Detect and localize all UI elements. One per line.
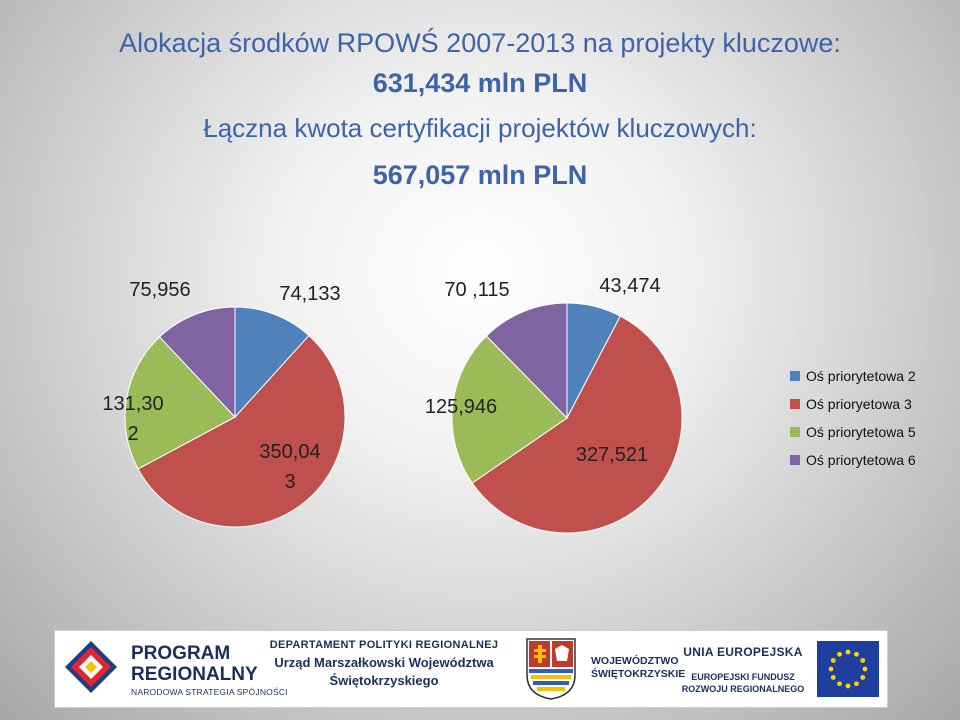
eu-line-2: EUROPEJSKI FUNDUSZ [691,672,795,682]
eu-star [837,651,842,657]
eu-star [828,666,834,672]
eu-star [830,675,836,680]
pie2-slice-os-6 [485,302,568,420]
title-allocation-amount: 631,434 mln PLN [372,68,588,98]
legend-item-os-2: Oś priorytetowa 2 [790,366,916,386]
legend-swatch-os-6 [790,455,800,465]
pie-chart-allocation: 74,133 350,04 3 131,30 2 75,956 [102,279,346,528]
pie1-slice-os-2 [234,306,310,419]
pie1-slice-os-5 [124,336,236,470]
pie2-slice-os-3 [471,315,683,534]
legend-label-os-2: Oś priorytetowa 2 [806,368,916,384]
eu-flag-icon [817,641,879,697]
pie2-data-label-os-6: 70 ,115 [444,279,509,301]
program-line-1: PROGRAM [131,643,231,664]
pie2-data-label-os-2: 43,474 [599,275,660,297]
voivodeship-line-2: ŚWIĘTOKRZYSKIE [591,668,686,680]
eu-star [845,683,851,689]
pie-chart-certification: 43,474 327,521 125,946 70 ,115 [425,275,683,534]
pie1-slice-os-3 [137,334,346,528]
legend-label-os-3: Oś prioryetowa 3 [806,396,912,412]
program-regionalny-logo [61,637,121,699]
program-line-2: REGIONALNY [131,664,258,685]
legend-label-os-5: Oś priorytetowa 5 [806,424,916,440]
voivodeship-crest-icon [526,638,576,700]
legend-label-os-6: Oś priorytetowa 6 [806,452,916,468]
logo-strip: PROGRAM REGIONALNY NARODOWA STRATEGIA SP… [54,630,888,708]
program-line-3: NARODOWA STRATEGIA SPÓJNOŚCI [131,687,288,697]
voivodeship-line-1: WOJEWÓDZTWO [591,655,679,667]
eu-star [854,681,859,687]
pie1-data-label-os-2: 74,133 [279,283,340,305]
eu-line-1: UNIA EUROPEJSKA [683,645,803,659]
legend-item-os-3: Oś prioryetowa 3 [790,394,916,414]
legend-swatch-os-5 [790,427,800,437]
eu-star [830,658,836,663]
program-regionalny-text: PROGRAM REGIONALNY NARODOWA STRATEGIA SP… [131,643,288,697]
eu-star [845,649,851,655]
chart-legend: Oś priorytetowa 2 Oś prioryetowa 3 Oś pr… [790,366,916,478]
department-text: DEPARTAMENT POLITYKI REGIONALNEJ Urząd M… [261,639,507,688]
legend-item-os-6: Oś priorytetowa 6 [790,450,916,470]
title-line-1: Alokacja środków RPOWŚ 2007-2013 na proj… [119,28,841,58]
pie2-data-label-os-5: 125,946 [425,396,497,418]
pie1-data-label-os-5: 131,30 2 [102,393,163,445]
legend-swatch-os-2 [790,371,800,381]
pie-charts: 74,133 350,04 3 131,30 2 75,956 43,474 327,521… [102,275,683,534]
eu-star [860,675,866,680]
eu-star [854,651,859,657]
eu-star [837,681,842,687]
eu-star [860,658,866,663]
pie1-slice-os-6 [158,306,236,419]
voivodeship-text: WOJEWÓDZTWO ŚWIĘTOKRZYSKIE [591,655,685,681]
title-certification-amount: 567,057 mln PLN [372,160,588,190]
pie1-data-label-os-3: 350,04 3 [259,441,320,493]
pie1-data-label-os-6: 75,956 [129,279,190,301]
eu-star [862,666,868,672]
legend-item-os-5: Oś priorytetowa 5 [790,422,916,442]
pie2-slice-os-5 [451,335,568,484]
pie2-data-label-os-3: 327,521 [576,444,648,466]
title-line-3: Łączna kwota certyfikacji projektów kluc… [203,113,757,143]
eu-text: UNIA EUROPEJSKA EUROPEJSKI FUNDUSZ ROZWO… [673,645,813,695]
eu-line-3: ROZWOJU REGIONALNEGO [681,684,805,694]
department-line-3: Świętokrzyskiego [329,673,439,688]
department-line-1: DEPARTAMENT POLITYKI REGIONALNEJ [269,639,499,651]
legend-swatch-os-3 [790,399,800,409]
department-line-2: Urząd Marszałkowski Województwa [274,655,494,670]
